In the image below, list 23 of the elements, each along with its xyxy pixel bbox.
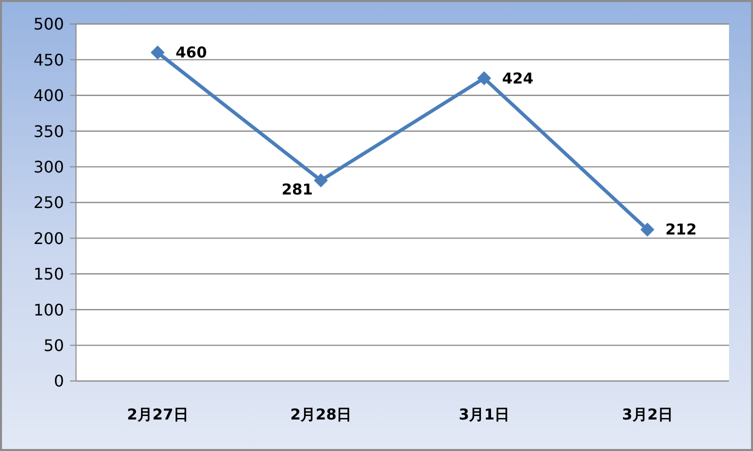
- x-tick-label: 3月1日: [458, 406, 510, 424]
- x-tick-label: 3月2日: [622, 406, 673, 424]
- y-tick-label: 150: [33, 264, 64, 284]
- y-tick-label: 350: [33, 122, 64, 141]
- data-label: 281: [282, 180, 313, 198]
- point: [314, 173, 328, 188]
- y-tick-label: 0: [54, 372, 64, 391]
- x-tick-label: 2月27日: [126, 406, 188, 424]
- y-tick-label: 450: [33, 50, 64, 70]
- point: [477, 71, 492, 86]
- y-tick-label: 200: [33, 228, 64, 248]
- y-tick-label: 50: [44, 336, 64, 355]
- data-label: 460: [176, 44, 207, 62]
- x-tick-label: 2月28日: [290, 406, 352, 424]
- y-tick-label: 250: [33, 193, 64, 212]
- data-label: 424: [502, 69, 534, 88]
- point: [150, 46, 165, 60]
- y-tick-label: 100: [33, 300, 64, 320]
- y-tick-label: 300: [33, 157, 64, 176]
- point: [640, 222, 654, 237]
- data-label: 212: [665, 220, 697, 239]
- y-tick-label: 500: [33, 14, 64, 34]
- y-tick-label: 400: [33, 86, 64, 106]
